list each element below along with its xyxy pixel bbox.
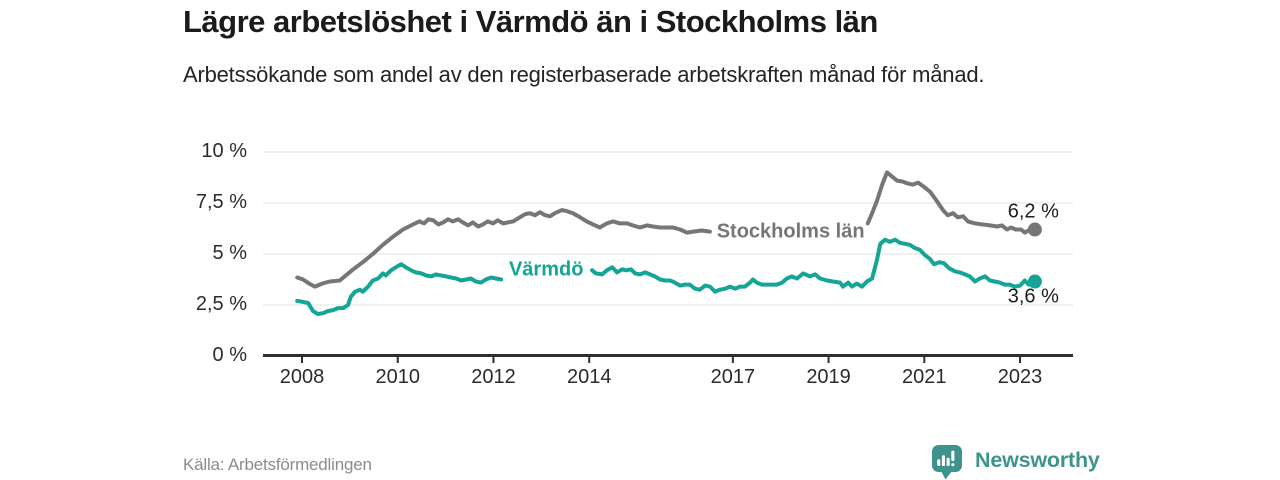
- series-line-stockholms-lan: [295, 208, 712, 289]
- series-line-stockholms-lan: [865, 170, 1037, 235]
- series-end-dot-stockholms-lan: [1027, 222, 1042, 237]
- x-axis-tick-label: 2023: [997, 366, 1043, 388]
- series-line-varmdo: [590, 237, 1037, 294]
- chart-subtitle: Arbetssökande som andel av den registerb…: [183, 62, 985, 87]
- source-note: Källa: Arbetsförmedlingen: [183, 455, 372, 474]
- brand-name: Newsworthy: [975, 447, 1100, 472]
- y-axis-tick-label: 10 %: [201, 140, 247, 162]
- y-axis-tick-label: 5 %: [212, 242, 247, 264]
- bar-chart-speech-bubble-icon: [932, 445, 962, 480]
- x-axis-tick-label: 2014: [566, 366, 612, 388]
- x-axis-tick-label: 2017: [710, 366, 756, 388]
- x-axis-tick-label: 2010: [375, 366, 420, 388]
- series-label-stockholms-lan: Stockholms län: [716, 220, 865, 243]
- series-label-varmdo: Värmdö: [508, 258, 584, 281]
- x-axis-tick-label: 2021: [902, 366, 947, 388]
- end-value-label-stockholms-lan: 6,2 %: [1007, 200, 1059, 223]
- newsworthy-logo: Newsworthy: [931, 444, 1100, 480]
- series-end-dot-varmdo: [1027, 274, 1042, 289]
- end-value-label-varmdo: 3,6 %: [1007, 285, 1059, 308]
- y-axis-tick-label: 0 %: [212, 344, 247, 366]
- x-axis-tick-label: 2008: [279, 366, 325, 388]
- x-axis-tick-label: 2012: [471, 366, 516, 388]
- y-axis-tick-label: 2,5 %: [195, 293, 247, 315]
- x-axis-tick-label: 2019: [806, 366, 851, 388]
- series-line-varmdo: [295, 262, 504, 316]
- chart-title: Lägre arbetslöshet i Värmdö än i Stockho…: [183, 4, 878, 39]
- y-axis-tick-label: 7,5 %: [195, 191, 247, 213]
